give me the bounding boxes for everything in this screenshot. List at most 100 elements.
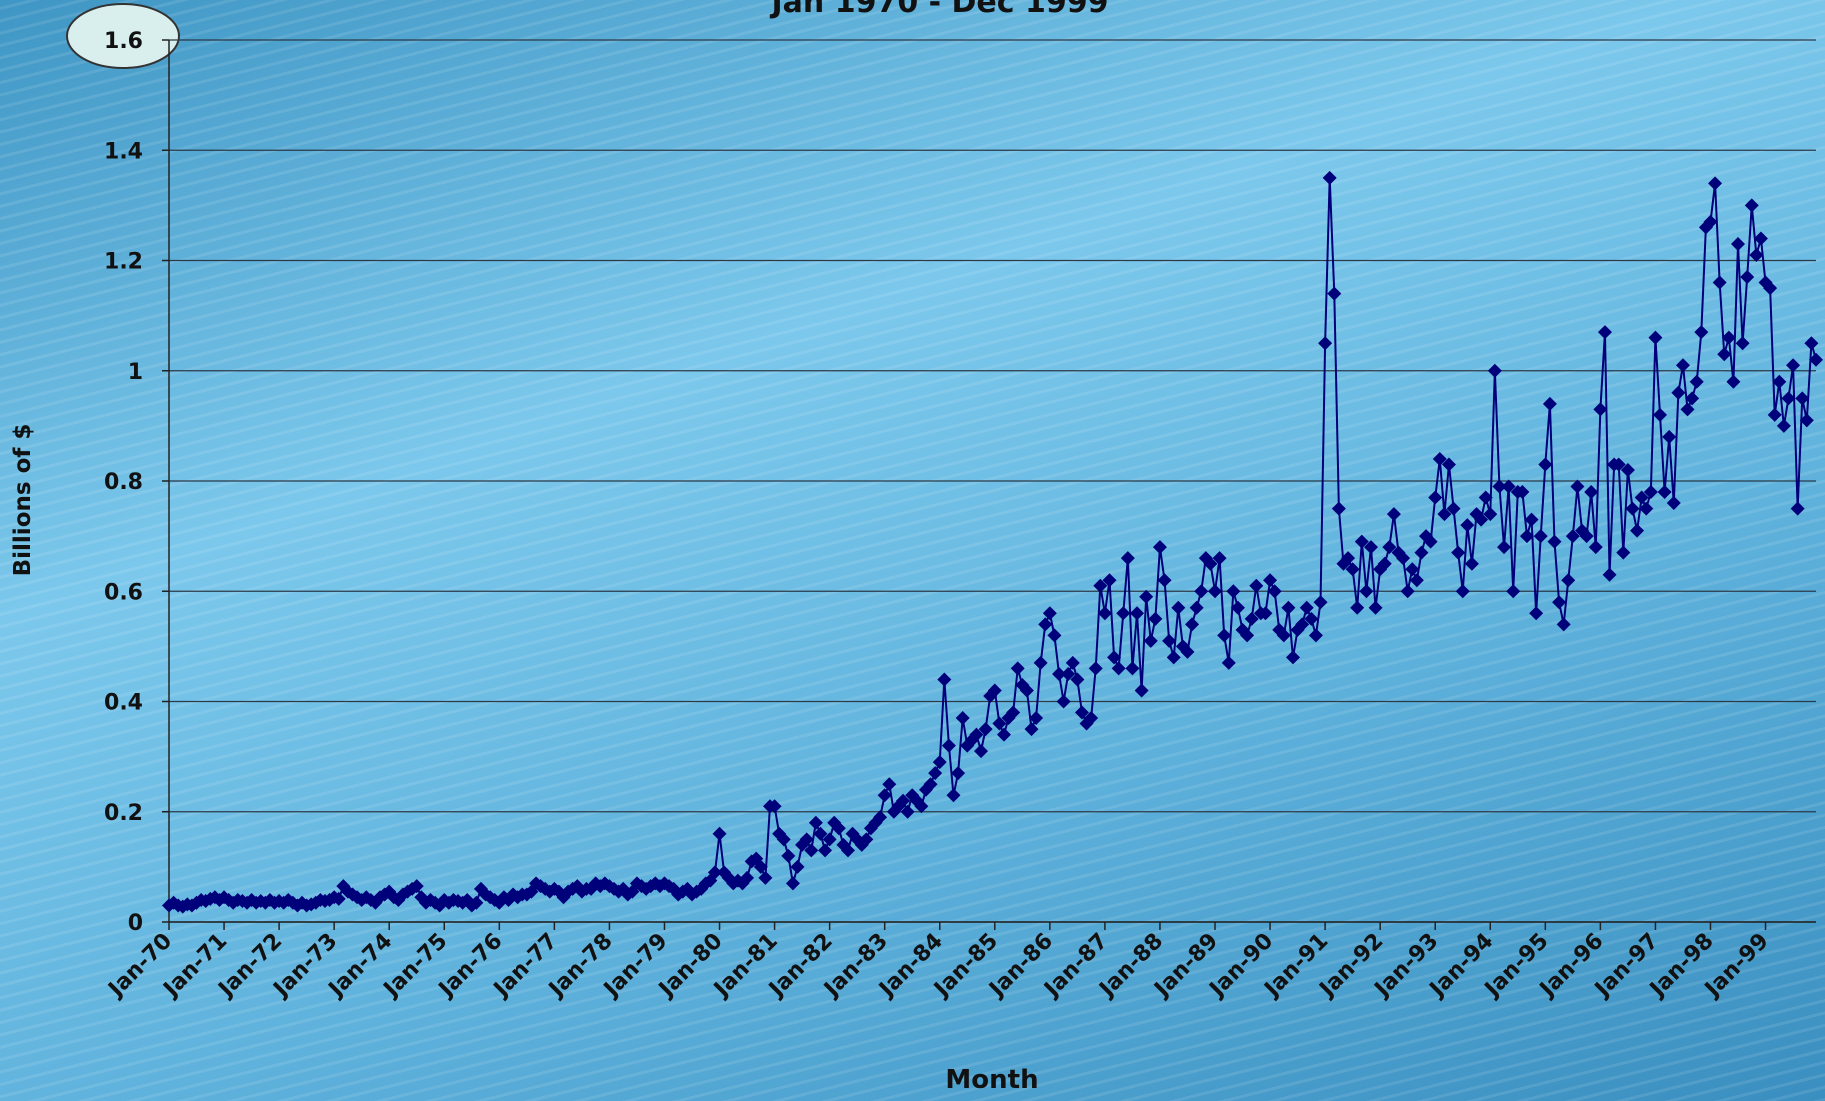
data-point [753, 859, 768, 874]
data-point [1024, 722, 1039, 737]
data-point [1432, 451, 1447, 466]
data-point [1556, 617, 1571, 632]
data-point [1377, 556, 1392, 571]
data-point [1166, 650, 1181, 665]
data-point [1400, 584, 1415, 599]
data-point [1006, 705, 1021, 720]
data-point [1474, 512, 1489, 527]
data-point [1120, 551, 1135, 566]
data-point [1331, 501, 1346, 516]
data-point [785, 876, 800, 891]
data-point [1662, 429, 1677, 444]
data-point [758, 870, 773, 885]
data-point [1299, 600, 1314, 615]
data-point [1226, 584, 1241, 599]
data-point [1194, 584, 1209, 599]
data-point [1212, 551, 1227, 566]
data-point [1570, 479, 1585, 494]
data-point [1437, 507, 1452, 522]
data-point [1116, 606, 1131, 621]
data-point [1203, 556, 1218, 571]
data-point [896, 793, 911, 808]
y-axis-label: Billions of $ [10, 424, 36, 577]
data-point [1753, 231, 1768, 246]
data-point [822, 832, 837, 847]
data-point [1643, 485, 1658, 500]
data-point [1065, 655, 1080, 670]
data-point [1143, 633, 1158, 648]
data-point [1341, 551, 1356, 566]
data-point [1767, 407, 1782, 422]
data-point [1102, 573, 1117, 588]
data-point [1308, 628, 1323, 643]
data-point [1671, 385, 1686, 400]
data-point [1070, 672, 1085, 687]
data-point [1446, 501, 1461, 516]
data-point [1804, 336, 1819, 351]
data-point [1263, 573, 1278, 588]
data-point [900, 804, 915, 819]
data-point [1276, 628, 1291, 643]
data-point [1052, 666, 1067, 681]
data-point [1565, 529, 1580, 544]
data-point [1685, 391, 1700, 406]
data-point [1763, 281, 1778, 296]
data-point [946, 788, 961, 803]
data-point [1497, 540, 1512, 555]
data-point [1584, 485, 1599, 500]
data-point [781, 848, 796, 863]
data-point [1579, 529, 1594, 544]
data-point [1125, 661, 1140, 676]
data-point [1772, 374, 1787, 389]
y-tick-label: 0.2 [104, 801, 143, 826]
data-point [1795, 391, 1810, 406]
data-point [1464, 556, 1479, 571]
data-point [1084, 711, 1099, 726]
data-point [1148, 611, 1163, 626]
data-point [1171, 600, 1186, 615]
data-point [1093, 578, 1108, 593]
data-point [1717, 347, 1732, 362]
data-point [1304, 611, 1319, 626]
data-point [1501, 479, 1516, 494]
y-tick-label: 1.2 [104, 250, 143, 275]
data-point [1515, 485, 1530, 500]
data-point [707, 865, 722, 880]
data-point [712, 826, 727, 841]
data-point [1708, 176, 1723, 191]
data-point [1547, 534, 1562, 549]
data-point [1689, 374, 1704, 389]
data-point [996, 727, 1011, 742]
data-point [804, 843, 819, 858]
data-point [882, 777, 897, 792]
data-point [1776, 418, 1791, 433]
data-point [1107, 650, 1122, 665]
data-point [1423, 534, 1438, 549]
y-tick-label: 1.4 [104, 139, 143, 164]
data-point [1460, 518, 1475, 533]
data-point [1281, 600, 1296, 615]
data-point [808, 815, 823, 830]
data-point [1208, 584, 1223, 599]
data-point [992, 716, 1007, 731]
data-point [1790, 501, 1805, 516]
data-point [987, 683, 1002, 698]
data-point [1680, 402, 1695, 417]
x-axis-label: Month [945, 1065, 1038, 1095]
data-point [951, 766, 966, 781]
data-point [1359, 584, 1374, 599]
data-point [955, 711, 970, 726]
data-point [1258, 606, 1273, 621]
data-point [1657, 485, 1672, 500]
chart-title: Jan 1970 - Dec 1999 [769, 0, 1108, 20]
data-point [1648, 330, 1663, 345]
y-tick-label: 1.6 [104, 29, 143, 54]
data-point [1157, 573, 1172, 588]
data-point [1451, 545, 1466, 560]
data-point [974, 744, 989, 759]
data-point [1134, 683, 1149, 698]
data-point [1405, 562, 1420, 577]
data-point [1217, 628, 1232, 643]
data-point [1240, 628, 1255, 643]
